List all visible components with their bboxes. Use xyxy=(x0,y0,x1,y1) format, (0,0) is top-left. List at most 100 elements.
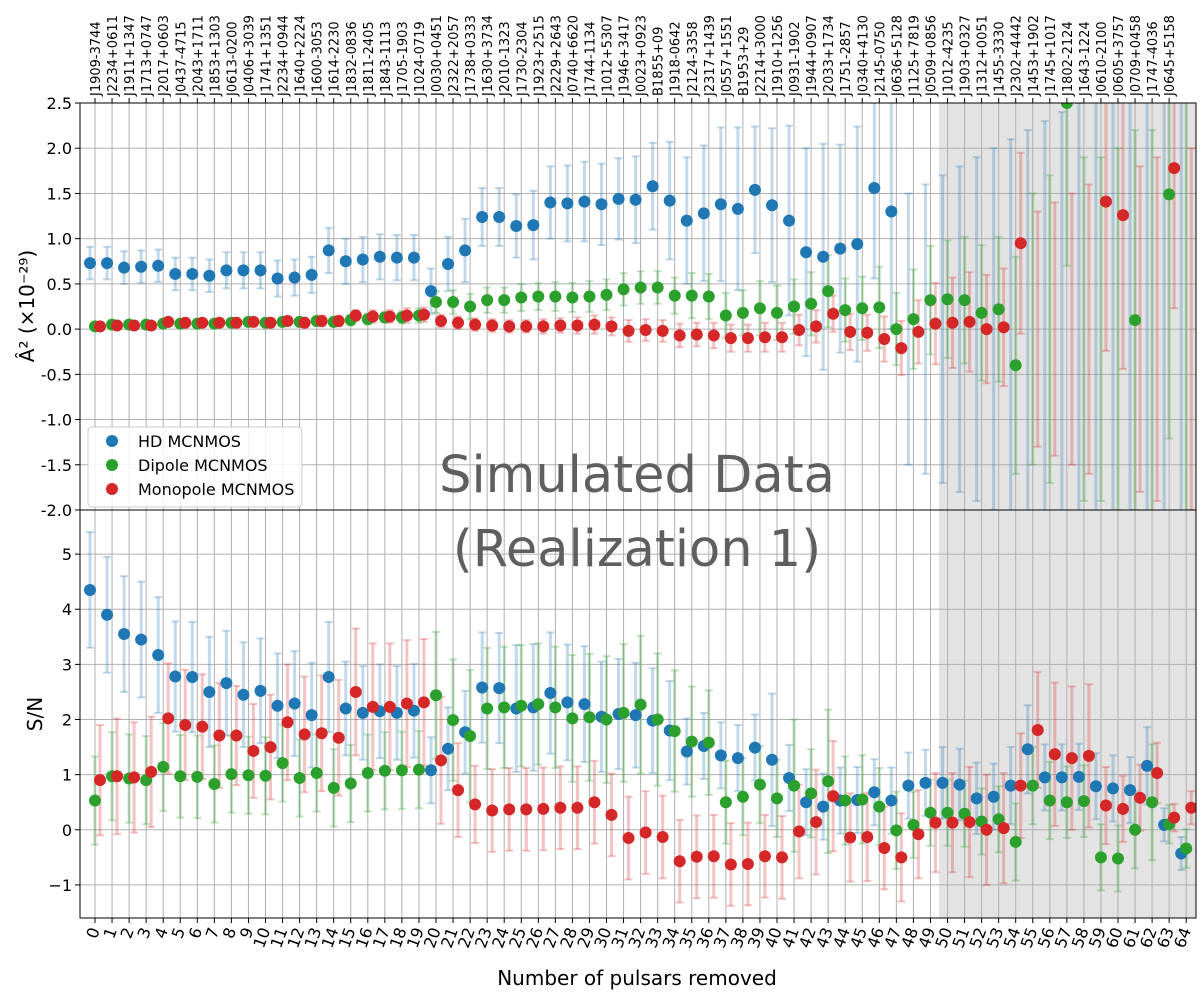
point-monopole xyxy=(1168,162,1181,175)
point-dipole xyxy=(549,701,562,714)
y-tick-label: 0 xyxy=(62,821,72,840)
point-monopole xyxy=(758,331,771,344)
point-dipole xyxy=(856,793,869,806)
point-hd xyxy=(987,790,1000,803)
point-dipole xyxy=(907,313,920,326)
point-hd xyxy=(186,267,199,280)
point-monopole xyxy=(213,316,226,329)
point-hd xyxy=(578,195,591,208)
point-hd xyxy=(339,255,352,268)
point-dipole xyxy=(600,288,613,301)
point-dipole xyxy=(191,770,204,783)
point-dipole xyxy=(924,806,937,819)
point-hd xyxy=(851,238,864,251)
pulsar-label: J2124-3358 xyxy=(686,21,701,97)
point-dipole xyxy=(975,306,988,319)
point-hd xyxy=(527,219,540,232)
point-dipole xyxy=(157,760,170,773)
point-monopole xyxy=(315,727,328,740)
point-monopole xyxy=(162,315,175,328)
point-monopole xyxy=(639,324,652,337)
legend-marker-monopole xyxy=(106,483,118,495)
point-dipole xyxy=(668,289,681,302)
point-monopole xyxy=(230,316,243,329)
point-dipole xyxy=(617,706,630,719)
pulsar-label: J2322+2057 xyxy=(447,15,462,97)
point-dipole xyxy=(856,302,869,315)
pulsar-label: J0645+5158 xyxy=(1163,15,1178,97)
point-dipole xyxy=(788,300,801,313)
y-tick-label: -0.5 xyxy=(41,365,72,384)
point-hd xyxy=(442,742,455,755)
point-monopole xyxy=(724,332,737,345)
point-dipole xyxy=(958,294,971,307)
point-monopole xyxy=(537,320,550,333)
point-dipole xyxy=(771,792,783,805)
point-hd xyxy=(612,192,625,205)
point-hd xyxy=(766,753,778,766)
pulsar-label: J1600-3053 xyxy=(311,21,326,97)
pulsar-label: J2043+1711 xyxy=(191,15,206,97)
point-hd xyxy=(425,285,437,298)
point-monopole xyxy=(588,318,601,331)
point-hd xyxy=(766,199,778,212)
pulsar-label: J0931-1902 xyxy=(788,21,803,97)
point-hd xyxy=(425,764,437,777)
point-monopole xyxy=(400,697,413,710)
point-dipole xyxy=(1112,852,1124,865)
point-dipole xyxy=(702,290,715,303)
point-hd xyxy=(237,688,250,701)
point-hd xyxy=(254,264,267,277)
overlay-title-line-1: Simulated Data xyxy=(439,446,835,505)
point-hd xyxy=(476,681,489,694)
pulsar-label: J1923+2515 xyxy=(532,15,547,97)
pulsar-label: J1918-0642 xyxy=(669,21,684,97)
overlay-title-line-2: (Realization 1) xyxy=(453,520,821,579)
point-dipole xyxy=(941,293,954,306)
point-dipole xyxy=(1026,779,1039,792)
pulsar-label: J2145-0750 xyxy=(873,21,888,97)
point-dipole xyxy=(941,806,954,819)
point-monopole xyxy=(673,329,686,342)
point-dipole xyxy=(532,290,545,303)
point-dipole xyxy=(549,290,562,303)
y-tick-label: 2.5 xyxy=(47,94,72,113)
pulsar-label: J0557+1551 xyxy=(720,15,735,97)
point-hd xyxy=(561,696,574,709)
point-monopole xyxy=(997,822,1010,835)
point-monopole xyxy=(111,770,124,783)
point-monopole xyxy=(588,796,601,809)
point-hd xyxy=(220,264,233,277)
point-dipole xyxy=(515,699,528,712)
legend: HD MCNMOS Dipole MCNMOS Monopole MCNMOS xyxy=(87,426,303,508)
pulsar-label: J0340+4130 xyxy=(856,15,871,97)
point-monopole xyxy=(1082,749,1095,762)
point-hd xyxy=(578,698,591,711)
point-monopole xyxy=(622,324,635,337)
point-monopole xyxy=(196,316,209,329)
point-hd xyxy=(544,687,557,700)
pulsar-label: J1853+1303 xyxy=(208,15,223,97)
shaded-region xyxy=(938,510,1196,918)
point-dipole xyxy=(788,779,801,792)
point-monopole xyxy=(707,850,720,863)
y-tick-label: -2.0 xyxy=(41,501,72,520)
point-monopole xyxy=(861,326,874,339)
pulsar-label: J1741+1351 xyxy=(260,15,275,97)
point-monopole xyxy=(1117,802,1129,815)
point-monopole xyxy=(861,830,874,843)
pulsar-label: J1012+5307 xyxy=(601,15,616,97)
point-dipole xyxy=(753,778,766,791)
point-dipole xyxy=(464,300,477,313)
point-hd xyxy=(561,197,574,210)
point-hd xyxy=(868,182,881,195)
pulsar-label: J1909-3744 xyxy=(89,21,104,97)
point-dipole xyxy=(617,283,630,296)
point-dipole xyxy=(890,824,903,837)
point-monopole xyxy=(486,804,499,817)
point-dipole xyxy=(992,303,1005,316)
point-hd xyxy=(1055,771,1068,784)
pulsar-label: J1744-1134 xyxy=(583,21,598,97)
point-monopole xyxy=(690,328,703,341)
point-hd xyxy=(1038,771,1051,784)
